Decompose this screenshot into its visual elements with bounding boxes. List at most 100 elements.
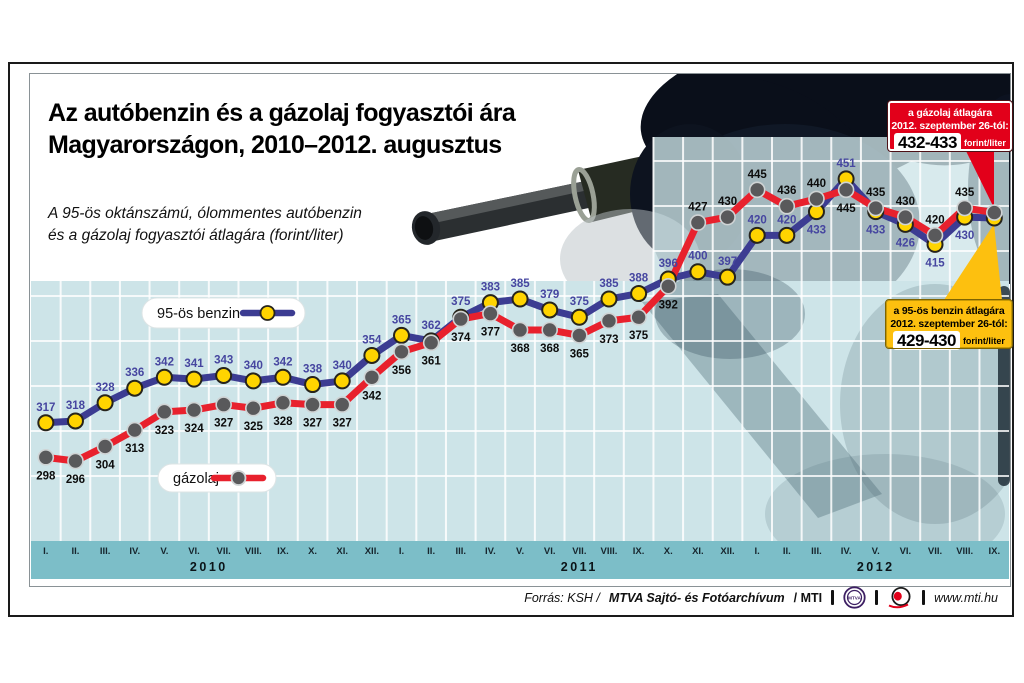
diesel-value-label: 298 <box>36 470 56 482</box>
page-title-line2: Magyarországon, 2010–2012. augusztus <box>48 131 502 159</box>
diesel-value-label: 323 <box>155 425 174 437</box>
petrol-data-point <box>244 372 262 390</box>
petrol-value-label: 420 <box>748 214 767 226</box>
x-tick-label: VIII. <box>956 546 973 557</box>
petrol-value-label: 433 <box>807 225 826 237</box>
diesel-value-label: 356 <box>392 365 411 377</box>
petrol-value-label: 426 <box>896 237 915 249</box>
petrol-value-label: 451 <box>837 158 857 170</box>
diesel-data-point <box>333 396 351 413</box>
x-tick-label: IV. <box>485 546 496 557</box>
diesel-value-label: 327 <box>303 418 322 430</box>
petrol-value-label: 396 <box>659 258 678 270</box>
source-prefix: Forrás: KSH / <box>524 590 600 605</box>
diesel-value-label: 373 <box>599 334 618 346</box>
x-tick-label: V. <box>516 546 524 557</box>
petrol-value-label: 317 <box>36 402 55 414</box>
diesel-data-point <box>96 438 114 455</box>
x-tick-label: VI. <box>544 546 556 557</box>
petrol-value-label: 385 <box>599 278 619 290</box>
x-tick-label: IX. <box>277 546 289 557</box>
diesel-data-point <box>541 321 559 339</box>
diesel-data-point <box>630 308 647 326</box>
x-tick-label: XI. <box>692 546 704 557</box>
petrol-value-label: 340 <box>333 360 352 372</box>
petrol-data-point <box>541 301 559 319</box>
petrol-price-unit: forint/liter <box>962 335 1005 346</box>
x-tick-label: I. <box>43 546 48 557</box>
diesel-value-label: 296 <box>66 474 85 486</box>
x-tick-label: X. <box>308 546 317 557</box>
diesel-value-label: 427 <box>688 202 707 214</box>
petrol-data-point <box>511 290 529 308</box>
legend-petrol-pill <box>141 297 306 329</box>
x-tick-label: IV. <box>841 546 852 557</box>
diesel-data-point <box>659 277 677 295</box>
petrol-value-label: 379 <box>540 289 559 301</box>
petrol-data-point <box>126 379 144 397</box>
diesel-data-point <box>808 190 825 208</box>
petrol-data-point <box>778 226 796 244</box>
diesel-data-point <box>867 199 885 217</box>
source-mti: / MTI <box>793 590 823 605</box>
diesel-value-label: 435 <box>866 187 886 199</box>
diesel-price-unit: forint/liter <box>963 137 1006 148</box>
x-tick-label: VI. <box>188 546 200 557</box>
petrol-value-label: 397 <box>718 256 737 268</box>
petrol-value-label: 318 <box>66 400 86 412</box>
x-tick-label: II. <box>427 546 435 557</box>
petrol-data-point <box>570 308 588 326</box>
subtitle-line2: és a gázolaj fogyasztói átlagára (forint… <box>48 227 344 244</box>
diesel-data-point <box>571 327 588 344</box>
petrol-data-point <box>274 368 292 386</box>
svg-text:MTVA: MTVA <box>848 595 861 600</box>
x-tick-label: VII. <box>572 546 586 557</box>
petrol-value-label: 343 <box>214 354 233 366</box>
diesel-value-label: 365 <box>570 348 590 360</box>
diesel-value-label: 327 <box>214 418 233 430</box>
diesel-value-label: 420 <box>925 214 944 226</box>
petrol-data-point <box>155 368 173 386</box>
x-tick-label: XII. <box>720 546 734 557</box>
x-tick-label: IX. <box>988 546 1000 557</box>
diesel-value-label: 440 <box>807 178 826 190</box>
diesel-data-point <box>511 321 529 339</box>
x-axis-labels: I. II. III. IV. V. VI. VII. VIII. IX. X. XI. XII. I.… <box>43 546 1000 574</box>
diesel-value-label: 327 <box>333 418 352 430</box>
photo-hand-silhouette <box>655 269 805 359</box>
diesel-data-point <box>126 421 144 439</box>
petrol-data-point <box>304 376 322 394</box>
x-tick-label: XII. <box>365 546 379 557</box>
footer-divider <box>922 590 926 605</box>
x-tick-label: VI. <box>900 546 912 557</box>
diesel-value-label: 445 <box>748 169 768 181</box>
diesel-data-point <box>393 343 410 361</box>
x-tick-label: I. <box>755 546 760 557</box>
petrol-data-point <box>185 370 203 388</box>
diesel-value-label: 304 <box>96 459 116 471</box>
diesel-data-point <box>67 452 84 470</box>
diesel-data-point <box>363 368 381 386</box>
petrol-value-label: 362 <box>422 320 441 332</box>
x-tick-label: XI. <box>336 546 348 557</box>
price-chart-svg: I. II. III. IV. V. VI. VII. VIII. IX. X. XI. XII. I.… <box>31 74 1010 579</box>
x-tick-label: VII. <box>928 546 942 557</box>
x-tick-label: II. <box>783 546 791 557</box>
diesel-callout-pointer <box>966 151 994 208</box>
petrol-callout-pointer <box>944 224 1002 300</box>
x-tick-label: VIII. <box>601 546 618 557</box>
diesel-data-point <box>926 227 944 244</box>
petrol-callout-text2: 2012. szeptember 26-tól: <box>890 317 1008 330</box>
legend-petrol-label: 95-ös benzin <box>157 306 240 322</box>
diesel-data-point <box>985 204 1003 221</box>
chart-area: I. II. III. IV. V. VI. VII. VIII. IX. X. XI. XII. I.… <box>29 73 1013 587</box>
diesel-data-point <box>156 403 173 421</box>
website-link[interactable]: www.mti.hu <box>934 590 998 605</box>
petrol-data-point <box>600 290 618 308</box>
diesel-value-label: 342 <box>362 390 381 402</box>
diesel-value-label: 392 <box>659 299 678 311</box>
page-title-line1: Az autóbenzin és a gázolaj fogyasztói ár… <box>48 99 516 127</box>
legend-diesel-label: gázolaj <box>173 471 219 487</box>
diesel-data-point <box>185 401 203 419</box>
